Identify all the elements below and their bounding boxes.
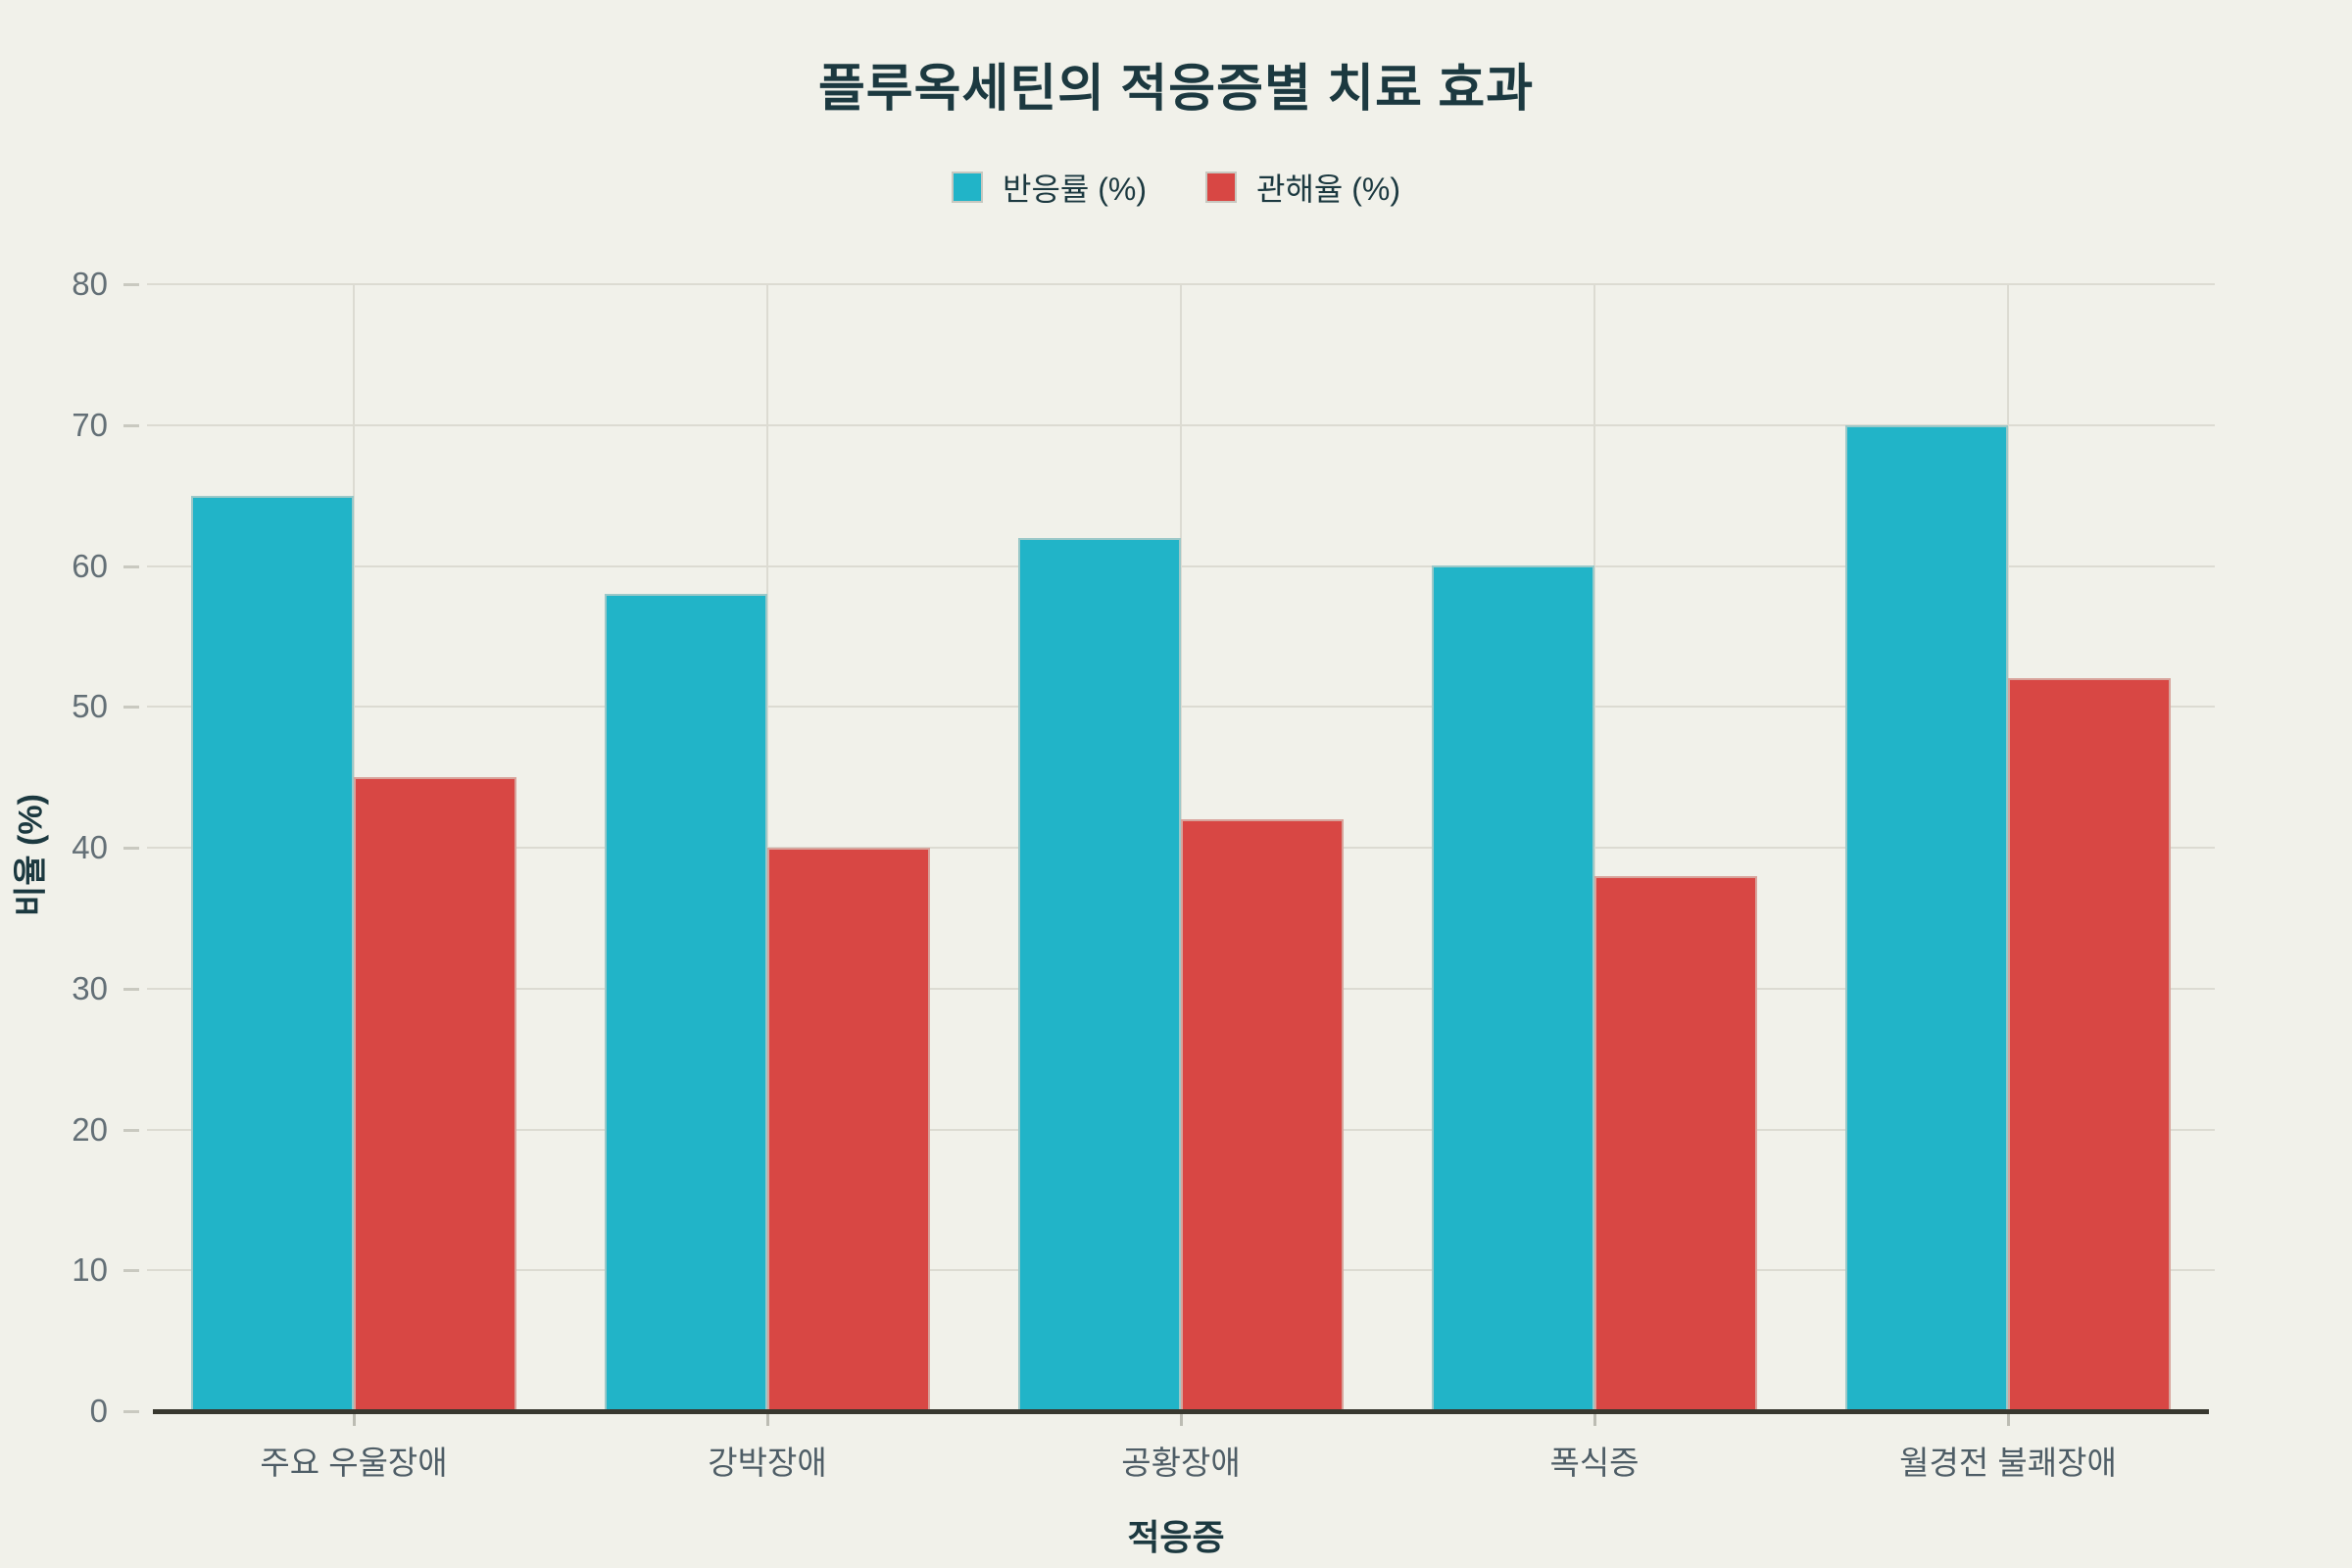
y-tick-label: 60 [72,547,108,584]
y-tick-mark [123,987,139,991]
y-tick-mark [123,1269,139,1273]
y-tick-mark [123,564,139,568]
x-category-label: 월경전 불쾌장애 [1899,1445,2117,1481]
legend-swatch-response [952,172,984,203]
bar-remission [2008,678,2171,1411]
bar-response [1432,565,1594,1411]
bar-remission [354,777,516,1411]
bar-response [605,594,767,1411]
y-tick-mark [123,283,139,286]
x-tick-mark [1180,1413,1183,1426]
bar-remission [1594,876,1757,1411]
legend-item-response: 반응률 (%) [952,165,1147,210]
x-axis-title: 적응증 [1127,1517,1225,1557]
y-tick-label: 50 [72,688,108,725]
v-gridline [1593,284,1595,1411]
y-tick-label: 20 [72,1110,108,1148]
y-tick-label: 0 [89,1393,108,1429]
y-tick-mark [123,847,139,850]
bar-response [1018,538,1181,1411]
x-tick-mark [353,1413,356,1426]
legend-label-remission: 관해율 (%) [1256,172,1400,207]
plot-area [147,283,2215,1414]
bar-response [191,496,354,1411]
chart-title: 플루옥세틴의 적응증별 치료 효과 [817,61,1535,118]
legend-swatch-remission [1205,172,1237,203]
x-tick-mark [2007,1413,2010,1426]
bar-remission [1181,819,1344,1411]
y-tick-label: 70 [72,406,108,443]
x-category-label: 폭식증 [1549,1445,1640,1481]
y-tick-mark [123,1128,139,1132]
y-tick-mark [123,1410,139,1413]
legend-item-remission: 관해율 (%) [1205,165,1400,210]
legend-label-response: 반응률 (%) [1003,172,1147,207]
x-category-label: 공황장애 [1121,1445,1241,1481]
x-tick-mark [1593,1413,1596,1426]
x-tick-mark [766,1413,769,1426]
x-axis-line [153,1409,2209,1414]
y-tick-label: 40 [72,829,108,865]
y-tick-label: 10 [72,1251,108,1289]
y-tick-label: 80 [72,266,108,302]
y-tick-mark [123,706,139,710]
bar-remission [767,848,930,1411]
legend: 반응률 (%) 관해율 (%) [0,165,2352,210]
x-category-label: 강박장애 [708,1445,827,1481]
bar-response [1845,425,2008,1411]
y-tick-mark [123,423,139,427]
x-category-label: 주요 우울장애 [260,1445,448,1481]
y-tick-label: 30 [72,969,108,1006]
